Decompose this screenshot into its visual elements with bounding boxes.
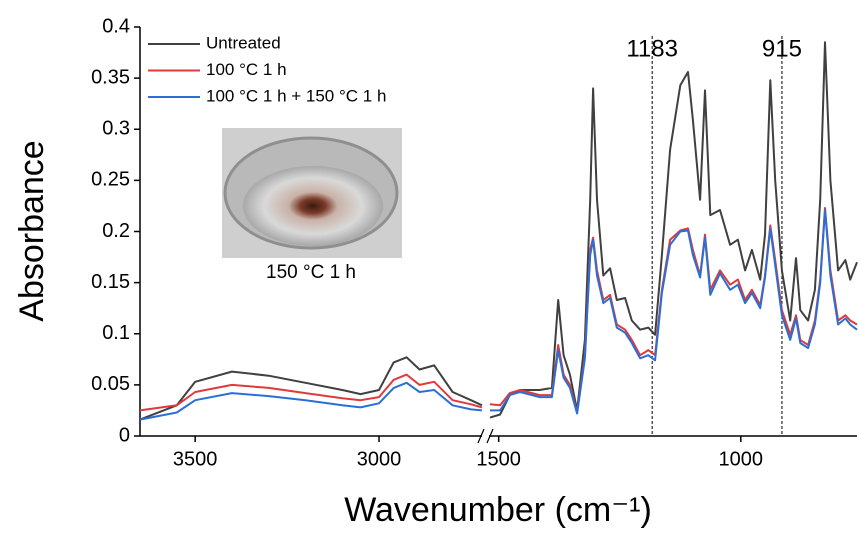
inset-photo — [222, 128, 402, 258]
y-tick-label: 0.3 — [102, 118, 130, 140]
y-tick-label: 0.4 — [102, 15, 130, 37]
x-axis-title: Wavenumber (cm⁻¹) — [344, 491, 652, 529]
series-line — [489, 41, 858, 419]
x-tick-label: 3000 — [357, 448, 402, 470]
legend-label: Untreated — [206, 33, 281, 52]
series-line — [139, 356, 483, 421]
dish-base — [243, 166, 383, 246]
legend-label: 100 °C 1 h — [206, 60, 287, 79]
series-line — [490, 209, 858, 415]
x-tick-label: 1000 — [719, 448, 764, 470]
inset-caption: 150 °C 1 h — [266, 262, 356, 283]
series-line — [139, 373, 483, 412]
plot-area: 0 0.05 0.1 0.15 0.2 0.25 0.3 0.35 0.4 3500 3000 150… — [91, 15, 858, 470]
y-axis-title: Absorbance — [13, 140, 51, 321]
y-tick-label: 0.2 — [102, 220, 130, 242]
y-tick-label: 0.1 — [102, 322, 130, 344]
y-tick-label: 0 — [119, 424, 130, 446]
series-line — [489, 207, 858, 414]
axis-break — [486, 428, 494, 444]
legend-label: 100 °C 1 h + 150 °C 1 h — [206, 86, 386, 105]
axis-break — [477, 428, 485, 444]
reference-label: 1183 — [626, 35, 678, 62]
y-tick-label: 0.05 — [91, 373, 130, 395]
y-tick-label: 0.25 — [91, 169, 130, 191]
series-line — [139, 381, 483, 421]
x-tick-label: 1500 — [476, 448, 521, 470]
x-tick-label: 3500 — [173, 448, 218, 470]
reference-label: 915 — [762, 35, 802, 62]
y-tick-label: 0.15 — [91, 271, 130, 293]
y-tick-label: 0.35 — [91, 66, 130, 88]
